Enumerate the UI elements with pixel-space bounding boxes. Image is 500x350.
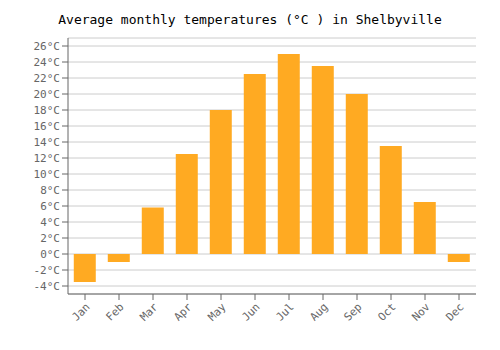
svg-text:Dec: Dec <box>443 300 466 323</box>
svg-text:0°C: 0°C <box>40 248 60 261</box>
svg-text:20°C: 20°C <box>34 88 61 101</box>
svg-text:4°C: 4°C <box>40 216 60 229</box>
svg-text:6°C: 6°C <box>40 200 60 213</box>
svg-text:Nov: Nov <box>409 300 433 324</box>
svg-text:Feb: Feb <box>103 300 126 323</box>
svg-text:24°C: 24°C <box>34 56 61 69</box>
svg-text:-4°C: -4°C <box>34 280 61 293</box>
html-text:Average monthly temperatures (: Average monthly temperatures (°C ) in Sh… <box>58 12 442 27</box>
svg-text:Aug: Aug <box>307 300 330 323</box>
svg-text:16°C: 16°C <box>34 120 61 133</box>
svg-text:26°C: 26°C <box>34 40 61 53</box>
svg-text:Jun: Jun <box>239 300 262 323</box>
svg-text:Oct: Oct <box>375 300 398 323</box>
svg-text:Mar: Mar <box>137 300 161 324</box>
svg-text:22°C: 22°C <box>34 72 61 85</box>
svg-text:8°C: 8°C <box>40 184 60 197</box>
svg-text:Jul: Jul <box>273 300 296 323</box>
svg-text:Sep: Sep <box>341 300 364 323</box>
svg-text:Jan: Jan <box>69 300 92 323</box>
svg-text:Apr: Apr <box>171 300 195 324</box>
svg-text:-2°C: -2°C <box>34 264 61 277</box>
svg-text:12°C: 12°C <box>34 152 61 165</box>
svg-text:10°C: 10°C <box>34 168 61 181</box>
svg-text:14°C: 14°C <box>34 136 61 149</box>
svg-text:2°C: 2°C <box>40 232 60 245</box>
svg-text:May: May <box>205 300 229 324</box>
svg-text:18°C: 18°C <box>34 104 61 117</box>
